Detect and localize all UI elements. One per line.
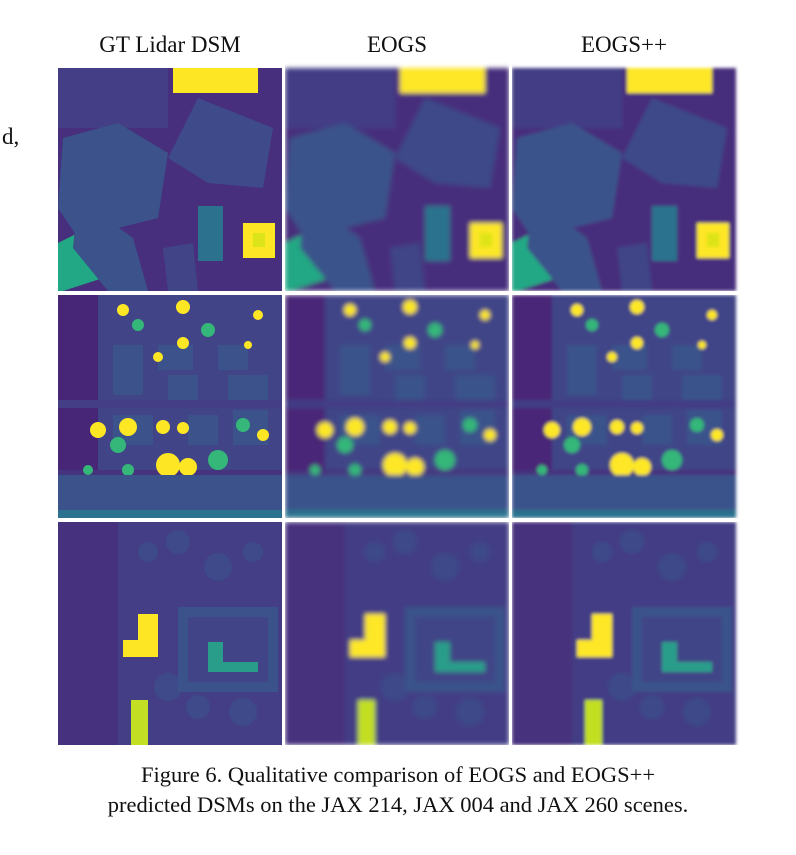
margin-text: d, bbox=[2, 124, 20, 149]
panel bbox=[512, 295, 736, 518]
panel bbox=[285, 295, 509, 518]
panel bbox=[285, 68, 509, 291]
caption-line: Figure 6. Qualitative comparison of EOGS… bbox=[140, 762, 656, 787]
caption-line: predicted DSMs on the JAX 214, JAX 004 a… bbox=[107, 792, 689, 817]
panel bbox=[58, 522, 282, 745]
panel bbox=[512, 522, 736, 745]
panel bbox=[58, 295, 282, 518]
figure-grid bbox=[0, 60, 796, 760]
column-header: GT Lidar DSM bbox=[99, 32, 241, 57]
panel bbox=[512, 68, 736, 291]
panel-gaps bbox=[0, 60, 796, 760]
column-header: EOGS++ bbox=[580, 32, 667, 57]
panel bbox=[58, 68, 282, 291]
column-header: EOGS bbox=[366, 32, 428, 57]
panel bbox=[285, 522, 509, 745]
